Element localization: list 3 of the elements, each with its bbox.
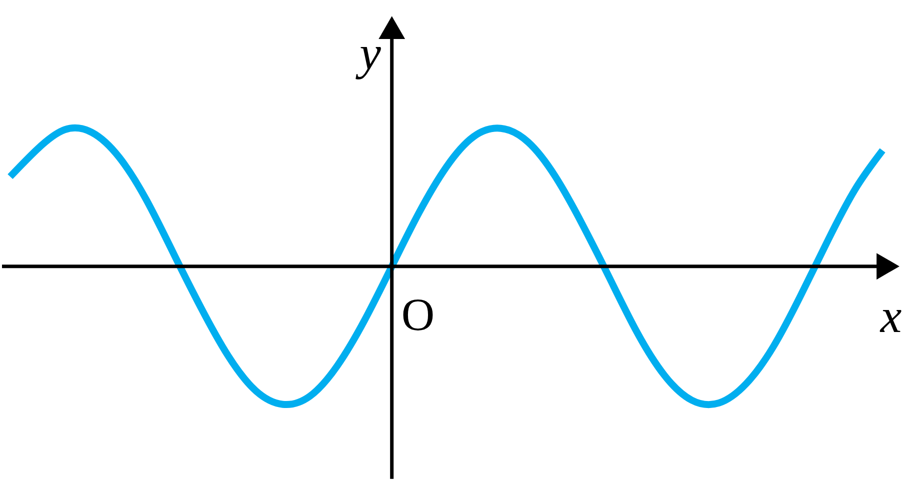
y-axis-title: y	[354, 27, 382, 80]
x-axis-title: x	[879, 290, 902, 343]
annotation: O	[401, 288, 435, 340]
